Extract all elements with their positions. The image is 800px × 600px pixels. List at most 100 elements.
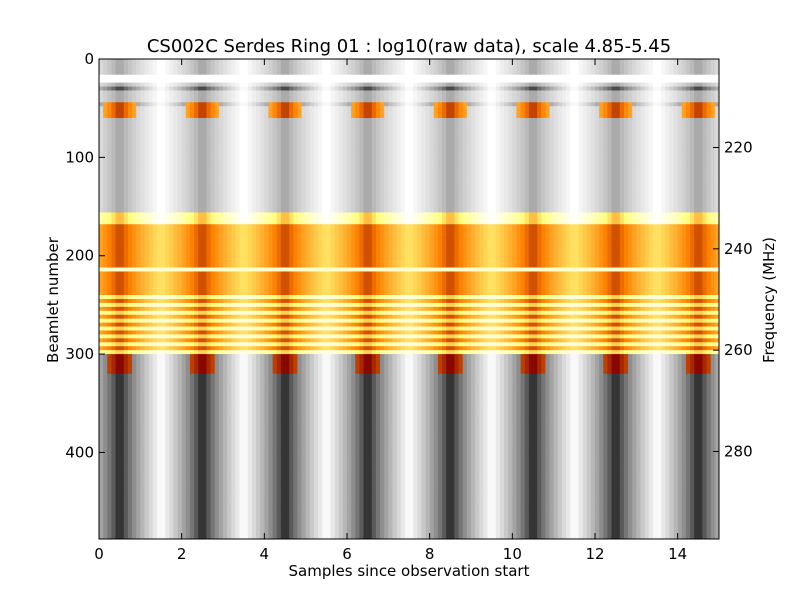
heatmap-cell bbox=[107, 70, 112, 76]
heatmap-cell bbox=[243, 149, 249, 155]
heatmap-cell bbox=[458, 149, 464, 155]
heatmap-cell bbox=[152, 70, 158, 76]
heatmap-cell bbox=[512, 173, 518, 178]
heatmap-cell bbox=[549, 161, 555, 166]
heatmap-cell bbox=[694, 129, 699, 135]
heatmap-cell bbox=[491, 118, 497, 123]
heatmap-cell bbox=[127, 165, 133, 170]
heatmap-cell bbox=[652, 78, 658, 84]
heatmap-cell bbox=[537, 78, 542, 84]
heatmap-cell bbox=[628, 184, 633, 190]
heatmap-cell bbox=[623, 114, 629, 119]
heatmap-cell bbox=[611, 106, 617, 111]
heatmap-cell bbox=[115, 173, 121, 178]
heatmap-cell bbox=[462, 177, 468, 182]
heatmap-cell bbox=[235, 66, 241, 72]
heatmap-cell bbox=[413, 133, 418, 139]
heatmap-cell bbox=[437, 125, 443, 131]
heatmap-cell bbox=[363, 102, 369, 107]
heatmap-cell bbox=[611, 177, 617, 182]
heatmap-cell bbox=[380, 149, 385, 155]
heatmap-cell bbox=[685, 173, 691, 178]
heatmap-cell bbox=[520, 161, 526, 166]
heatmap-cell bbox=[107, 62, 112, 68]
heatmap-cell bbox=[537, 180, 542, 186]
heatmap-cell bbox=[673, 180, 679, 186]
heatmap-cell bbox=[264, 78, 270, 84]
heatmap-cell bbox=[264, 145, 270, 151]
heatmap-cell bbox=[533, 180, 538, 186]
heatmap-cell bbox=[541, 145, 546, 151]
heatmap-cell bbox=[636, 121, 642, 127]
heatmap-cell bbox=[417, 90, 422, 96]
heatmap-cell bbox=[161, 110, 166, 115]
heatmap-cell bbox=[582, 106, 588, 111]
heatmap-cell bbox=[309, 59, 315, 64]
heatmap-cell bbox=[570, 90, 575, 96]
heatmap-cell bbox=[247, 110, 253, 115]
heatmap-cell bbox=[388, 98, 394, 103]
heatmap-cell bbox=[611, 173, 617, 178]
heatmap-cell bbox=[347, 180, 352, 186]
heatmap-cell bbox=[599, 133, 604, 139]
heatmap-cell bbox=[665, 177, 670, 182]
heatmap-cell bbox=[421, 129, 427, 135]
heatmap-cell bbox=[115, 74, 121, 80]
heatmap-cell bbox=[326, 74, 332, 80]
heatmap-cell bbox=[161, 82, 166, 88]
heatmap-cell bbox=[429, 169, 435, 174]
heatmap-cell bbox=[276, 98, 282, 103]
heatmap-cell bbox=[285, 98, 290, 103]
heatmap-cell bbox=[483, 82, 489, 88]
heatmap-cell bbox=[520, 98, 526, 103]
heatmap-cell bbox=[475, 161, 480, 166]
heatmap-cell bbox=[285, 90, 290, 96]
heatmap-cell bbox=[640, 137, 646, 143]
heatmap-cell bbox=[318, 90, 323, 96]
heatmap-cell bbox=[698, 173, 704, 178]
heatmap-cell bbox=[450, 106, 456, 111]
heatmap-cell bbox=[297, 145, 303, 151]
heatmap-cell bbox=[347, 137, 352, 143]
heatmap-cell bbox=[322, 165, 327, 170]
heatmap-cell bbox=[231, 70, 236, 76]
heatmap-cell bbox=[268, 98, 274, 103]
heatmap-cell bbox=[272, 106, 278, 111]
heatmap-cell bbox=[239, 70, 245, 76]
heatmap-cell bbox=[214, 102, 220, 107]
heatmap-cell bbox=[103, 133, 108, 139]
heatmap-cell bbox=[413, 165, 418, 170]
heatmap-cell bbox=[367, 94, 373, 99]
heatmap-cell bbox=[218, 169, 224, 174]
heatmap-cell bbox=[425, 184, 431, 190]
heatmap-cell bbox=[297, 66, 303, 72]
heatmap-cell bbox=[628, 180, 633, 186]
heatmap-cell bbox=[347, 98, 352, 103]
heatmap-cell bbox=[483, 177, 489, 182]
heatmap-cell bbox=[227, 70, 232, 76]
heatmap-cell bbox=[570, 129, 575, 135]
heatmap-cell bbox=[570, 118, 575, 123]
heatmap-cell bbox=[99, 125, 104, 131]
heatmap-cell bbox=[479, 102, 484, 107]
heatmap-cell bbox=[512, 114, 518, 119]
heatmap-cell bbox=[132, 59, 137, 64]
heatmap-cell bbox=[425, 94, 431, 99]
heatmap-cell bbox=[537, 153, 542, 158]
heatmap-cell bbox=[549, 98, 555, 103]
heatmap-cell bbox=[454, 98, 460, 103]
heatmap-cell bbox=[466, 86, 472, 92]
heatmap-cell bbox=[214, 180, 220, 186]
heatmap-cell bbox=[189, 98, 195, 103]
heatmap-cell bbox=[657, 90, 662, 96]
heatmap-cell bbox=[590, 118, 596, 123]
heatmap-cell bbox=[479, 141, 484, 147]
heatmap-cell bbox=[557, 94, 563, 99]
heatmap-cell bbox=[367, 70, 373, 76]
heatmap-cell bbox=[466, 180, 472, 186]
heatmap-cell bbox=[599, 94, 604, 99]
heatmap-cell bbox=[508, 98, 513, 103]
heatmap-cell bbox=[417, 118, 422, 123]
heatmap-cell bbox=[227, 145, 232, 151]
heatmap-cell bbox=[578, 177, 584, 182]
